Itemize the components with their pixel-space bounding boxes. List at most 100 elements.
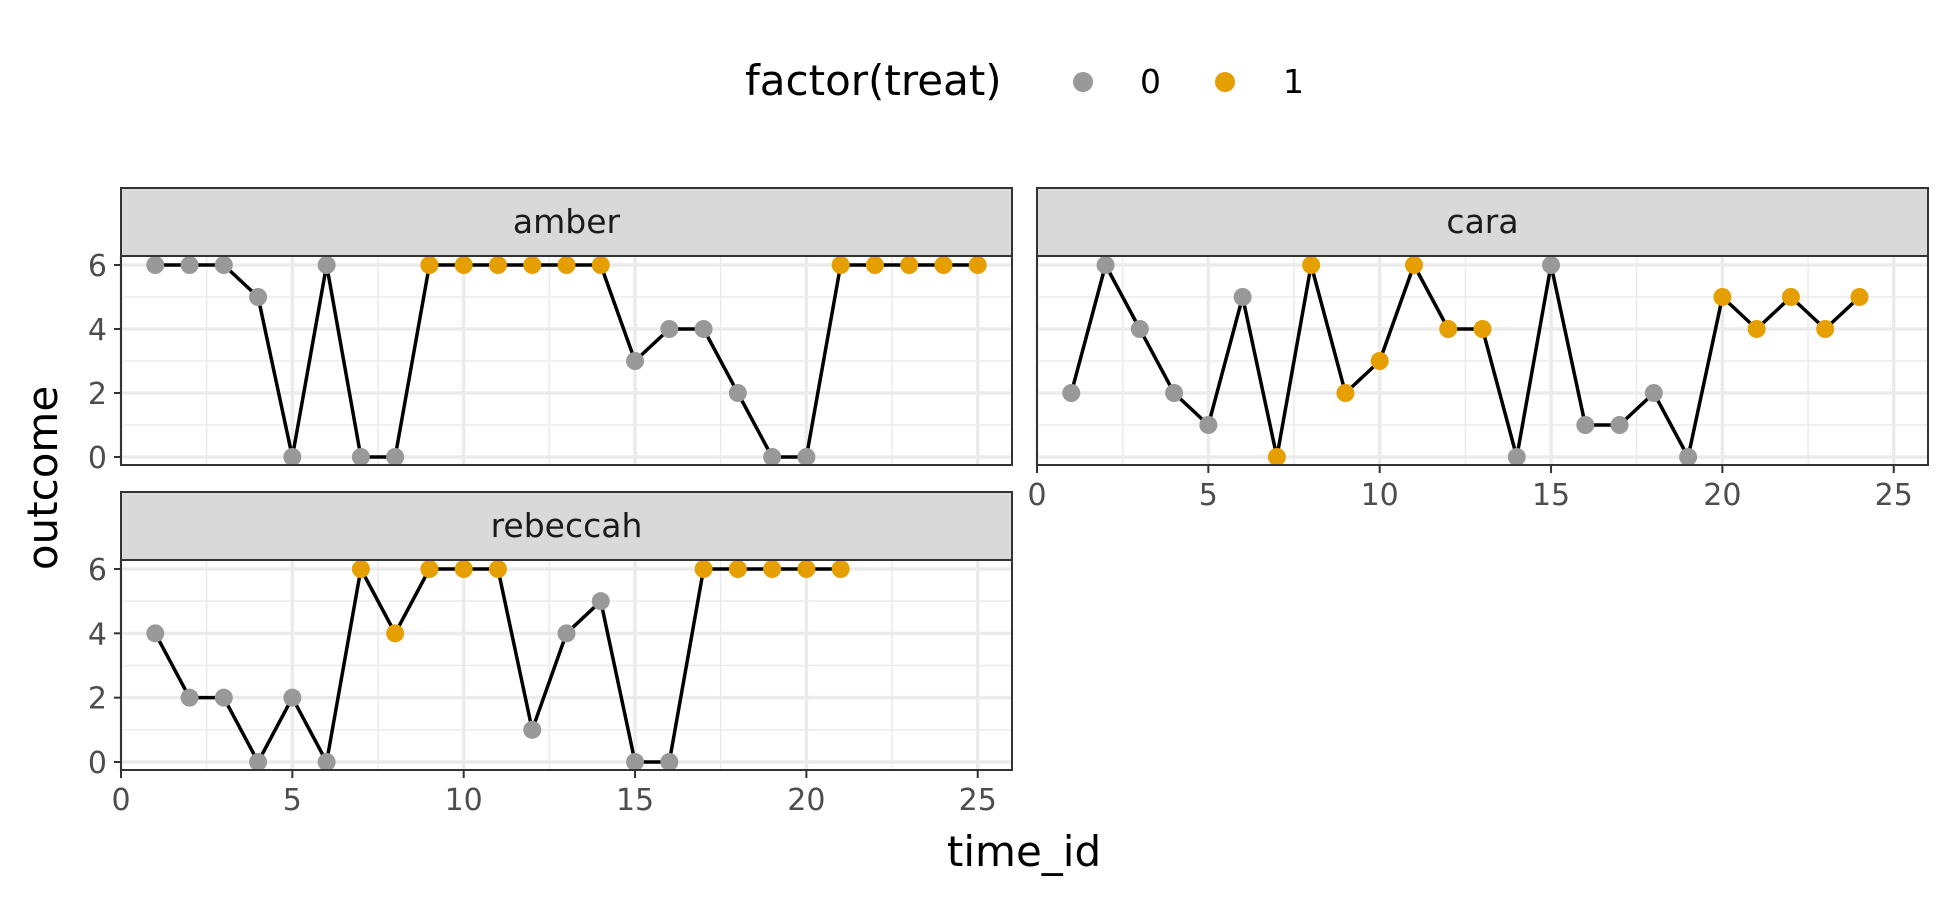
- data-point: [180, 256, 199, 274]
- data-point: [180, 688, 199, 707]
- data-point: [1610, 416, 1629, 434]
- data-point: [1370, 352, 1389, 370]
- data-points: [146, 256, 987, 466]
- data-point: [214, 688, 233, 707]
- data-point: [763, 448, 782, 466]
- y-tick-label: 6: [88, 249, 107, 284]
- data-point: [1302, 256, 1321, 274]
- legend-label-1: 1: [1283, 62, 1304, 101]
- data-point: [797, 560, 816, 578]
- data-point: [214, 256, 233, 274]
- facet-strip-label: cara: [1446, 202, 1518, 241]
- data-point: [488, 256, 507, 274]
- facet-cara: cara 0 5 10 15 20 25: [1027, 187, 1929, 513]
- data-point: [1404, 256, 1423, 274]
- y-axis-title: outcome: [18, 386, 67, 570]
- data-point: [523, 720, 542, 739]
- data-point: [626, 753, 645, 771]
- x-axis-title: time_id: [947, 827, 1101, 876]
- data-point: [626, 352, 645, 370]
- data-point: [249, 288, 268, 306]
- data-point: [386, 624, 405, 643]
- data-point: [728, 560, 747, 578]
- x-tick-label: 0: [111, 783, 130, 818]
- legend-item-0: 0: [1073, 62, 1161, 101]
- data-point: [831, 560, 850, 578]
- x-tick-label: 25: [1875, 478, 1913, 513]
- data-point: [283, 448, 302, 466]
- legend: factor(treat) 0 1: [745, 56, 1304, 105]
- x-tick-label: 5: [283, 783, 302, 818]
- data-point: [763, 560, 782, 578]
- data-point: [557, 256, 576, 274]
- x-tick-label: 20: [1703, 478, 1741, 513]
- data-point: [1439, 320, 1458, 338]
- y-tick-label: 6: [88, 553, 107, 588]
- data-point: [968, 256, 987, 274]
- data-point: [797, 448, 816, 466]
- data-point: [557, 624, 576, 643]
- data-point: [386, 448, 405, 466]
- data-point: [1233, 288, 1252, 306]
- facet-panels: amber 0 2 4 6 cara 0 5 10 15 20 25 rebeccah 0 2 4 6 0 5 10 1…: [88, 187, 1929, 818]
- y-tick-label: 4: [88, 313, 107, 348]
- y-tick-label: 0: [88, 746, 107, 781]
- x-tick-label: 5: [1199, 478, 1218, 513]
- facet-strip-label: amber: [513, 202, 621, 241]
- data-point: [728, 384, 747, 402]
- data-point: [1576, 416, 1595, 434]
- data-point: [454, 256, 473, 274]
- x-tick-label: 15: [616, 783, 654, 818]
- y-tick-label: 2: [88, 682, 107, 717]
- data-point: [420, 560, 439, 578]
- data-point: [351, 560, 370, 578]
- data-point: [249, 753, 268, 771]
- x-tick-label: 10: [445, 783, 483, 818]
- y-tick-label: 4: [88, 617, 107, 652]
- facet-strip: [120, 491, 1013, 561]
- facet-strip: [120, 187, 1013, 257]
- legend-key-0: [1073, 72, 1093, 92]
- data-point: [1850, 288, 1869, 306]
- data-point: [1267, 448, 1286, 466]
- data-point: [454, 560, 473, 578]
- x-tick-label: 25: [959, 783, 997, 818]
- data-point: [1644, 384, 1663, 402]
- data-point: [1679, 448, 1698, 466]
- data-point: [1199, 416, 1218, 434]
- data-point: [660, 753, 679, 771]
- data-point: [1130, 320, 1149, 338]
- panel-grid: [119, 256, 1012, 465]
- data-point: [1747, 320, 1766, 338]
- data-point: [1507, 448, 1526, 466]
- data-point: [900, 256, 919, 274]
- data-point: [1542, 256, 1561, 274]
- data-point: [420, 256, 439, 274]
- data-point: [591, 592, 610, 611]
- data-point: [1713, 288, 1732, 306]
- data-point: [1473, 320, 1492, 338]
- data-point: [1096, 256, 1115, 274]
- data-point: [694, 560, 713, 578]
- facet-strip: [1036, 187, 1929, 257]
- data-points: [1062, 256, 1869, 466]
- data-point: [831, 256, 850, 274]
- x-tick-label: 15: [1532, 478, 1570, 513]
- facet-rebeccah: rebeccah 0 2 4 6 0 5 10 15 20 25: [88, 491, 1013, 818]
- data-points: [146, 560, 850, 771]
- data-point: [523, 256, 542, 274]
- data-point: [694, 320, 713, 338]
- panel-grid: [119, 560, 1012, 770]
- legend-title: factor(treat): [745, 56, 1002, 105]
- data-point: [1062, 384, 1081, 402]
- data-point: [660, 320, 679, 338]
- facet-strip-label: rebeccah: [491, 506, 643, 545]
- data-point: [1781, 288, 1800, 306]
- data-point: [283, 688, 302, 707]
- data-point: [488, 560, 507, 578]
- data-point: [351, 448, 370, 466]
- facet-amber: amber 0 2 4 6: [88, 187, 1013, 476]
- x-tick-label: 10: [1361, 478, 1399, 513]
- data-point: [865, 256, 884, 274]
